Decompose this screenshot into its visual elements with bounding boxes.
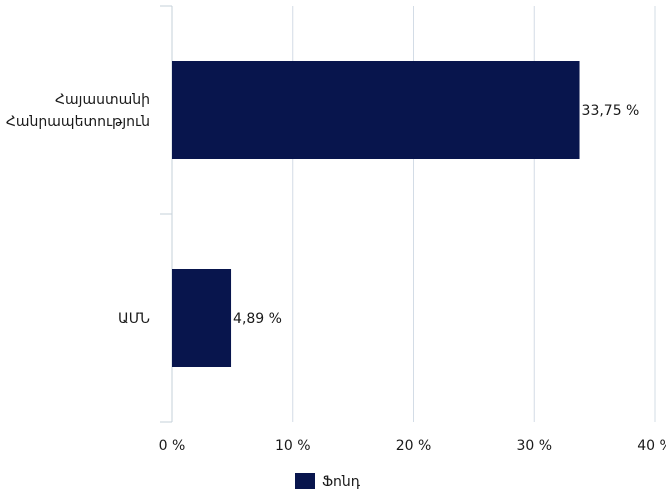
legend: Ֆոնդ <box>295 473 361 490</box>
x-tick-labels: 0 % 10 % 20 % 30 % 40 % <box>159 438 666 454</box>
category-labels: Հայաստանի Հանրապետություն ԱՄՆ <box>6 92 150 327</box>
data-labels: 33,75 % 4,89 % <box>233 103 639 327</box>
x-tick-label: 10 % <box>275 438 311 454</box>
x-tick-label: 0 % <box>159 438 186 454</box>
data-label: 4,89 % <box>233 311 282 327</box>
x-tick-label: 20 % <box>396 438 432 454</box>
category-label: Հայաստանի Հանրապետություն <box>6 92 150 130</box>
legend-label: Ֆոնդ <box>322 474 361 490</box>
bar <box>172 61 580 159</box>
category-label-line: Հանրապետություն <box>6 114 150 130</box>
x-tick-label: 30 % <box>516 438 552 454</box>
legend-swatch <box>295 473 315 489</box>
x-tick-label: 40 % <box>637 438 666 454</box>
category-label: ԱՄՆ <box>118 311 150 327</box>
bar <box>172 269 232 367</box>
category-label-line: ԱՄՆ <box>118 311 150 327</box>
bars <box>172 61 580 367</box>
axes <box>160 5 173 423</box>
category-label-line: Հայաստանի <box>55 92 150 108</box>
data-label: 33,75 % <box>582 103 640 119</box>
